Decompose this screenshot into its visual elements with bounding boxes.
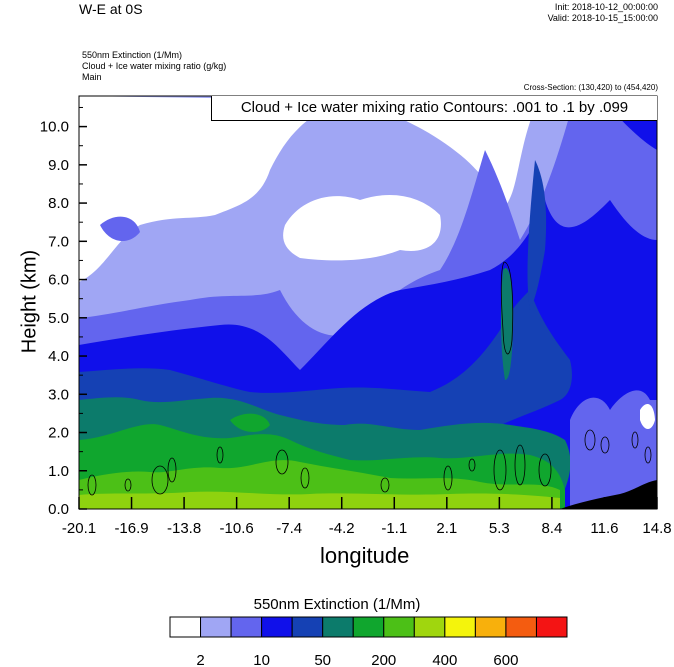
x-tick-label: -4.2 (329, 520, 355, 537)
x-tick-label: 5.3 (489, 520, 510, 537)
colorbar-label: 200 (371, 652, 396, 667)
colorbar-swatch (505, 616, 537, 638)
colorbar-swatch (383, 616, 415, 638)
x-axis-label: longitude (320, 543, 410, 568)
colorbar-swatch (169, 616, 202, 638)
field-description-main: Main (82, 72, 102, 82)
x-tick-label: -7.4 (276, 520, 302, 537)
colorbar-swatch (200, 616, 232, 638)
y-tick-label: 9.0 (48, 157, 69, 174)
colorbar-swatch (230, 616, 263, 638)
colorbar-swatch (413, 616, 446, 638)
y-tick-label: 5.0 (48, 310, 69, 327)
colorbar: 2 10 50 200 400 600 (169, 616, 568, 667)
x-axis: -20.1 -16.9 -13.8 -10.6 -7.4 -4.2 -1.1 2.1 5.3 8.… (62, 497, 672, 537)
field-layer-right-white (640, 404, 655, 429)
y-tick-label: 8.0 (48, 195, 69, 212)
colorbar-title: 550nm Extinction (1/Mm) (253, 596, 421, 613)
colorbar-label: 600 (493, 652, 518, 667)
colorbar-swatch (291, 616, 324, 638)
chart-title: W-E at 0S (79, 1, 143, 17)
x-tick-label: -10.6 (220, 520, 254, 537)
colorbar-label: 50 (314, 652, 331, 667)
field-description-mixing-ratio: Cloud + Ice water mixing ratio (g/kg) (82, 61, 227, 71)
y-tick-label: 2.0 (48, 425, 69, 442)
x-tick-label: -13.8 (167, 520, 201, 537)
colorbar-swatch (322, 616, 354, 638)
field-layer-medium-patch (100, 216, 140, 242)
colorbar-label: 10 (253, 652, 270, 667)
field-description-extinction: 550nm Extinction (1/Mm) (82, 50, 183, 60)
colorbar-swatch (474, 616, 507, 638)
y-axis-label: Height (km) (18, 249, 41, 354)
field-layer-white-small (240, 144, 262, 174)
terrain (560, 480, 657, 509)
mixing-ratio-contours (87, 261, 652, 496)
y-tick-label: 10.0 (40, 119, 69, 136)
colorbar-swatch (444, 616, 476, 638)
field-layer-darkblue-spike (527, 160, 547, 310)
x-tick-label: 14.8 (642, 520, 671, 537)
colorbar-swatch (535, 616, 568, 638)
field-layer-white-patch (283, 195, 441, 261)
field-layer-yellowgreen (79, 491, 560, 509)
x-tick-label: -16.9 (114, 520, 148, 537)
field-layer-white (79, 96, 540, 282)
x-tick-label: 8.4 (541, 520, 562, 537)
y-tick-label: 7.0 (48, 233, 69, 250)
init-time: Init: 2018-10-12_00:00:00 (554, 2, 658, 12)
field-layer-right-lowtop (570, 390, 657, 509)
colorbar-label: 2 (196, 652, 204, 667)
y-tick-label: 6.0 (48, 272, 69, 289)
cross-section-label: Cross-Section: (130,420) to (454,420) (523, 83, 658, 92)
field-layer-green-patch (230, 413, 270, 432)
colorbar-swatch (352, 616, 385, 638)
y-tick-label: 4.0 (48, 348, 69, 365)
y-axis: 0.0 1.0 2.0 3.0 4.0 5.0 6.0 7.0 8.0 9.0 10.0 (40, 106, 87, 518)
y-tick-label: 0.0 (48, 501, 69, 518)
extinction-field (79, 96, 657, 509)
x-tick-label: -1.1 (381, 520, 407, 537)
x-tick-label: -20.1 (62, 520, 96, 537)
y-tick-label: 3.0 (48, 386, 69, 403)
x-tick-label: 2.1 (436, 520, 457, 537)
colorbar-swatch (261, 616, 293, 638)
field-layer-teal-spike (500, 268, 514, 380)
x-tick-label: 11.6 (590, 520, 618, 537)
contour-info-box: Cloud + Ice water mixing ratio Contours:… (211, 96, 657, 121)
valid-time: Valid: 2018-10-15_15:00:00 (547, 13, 658, 23)
y-tick-label: 1.0 (48, 463, 69, 480)
colorbar-label: 400 (432, 652, 457, 667)
